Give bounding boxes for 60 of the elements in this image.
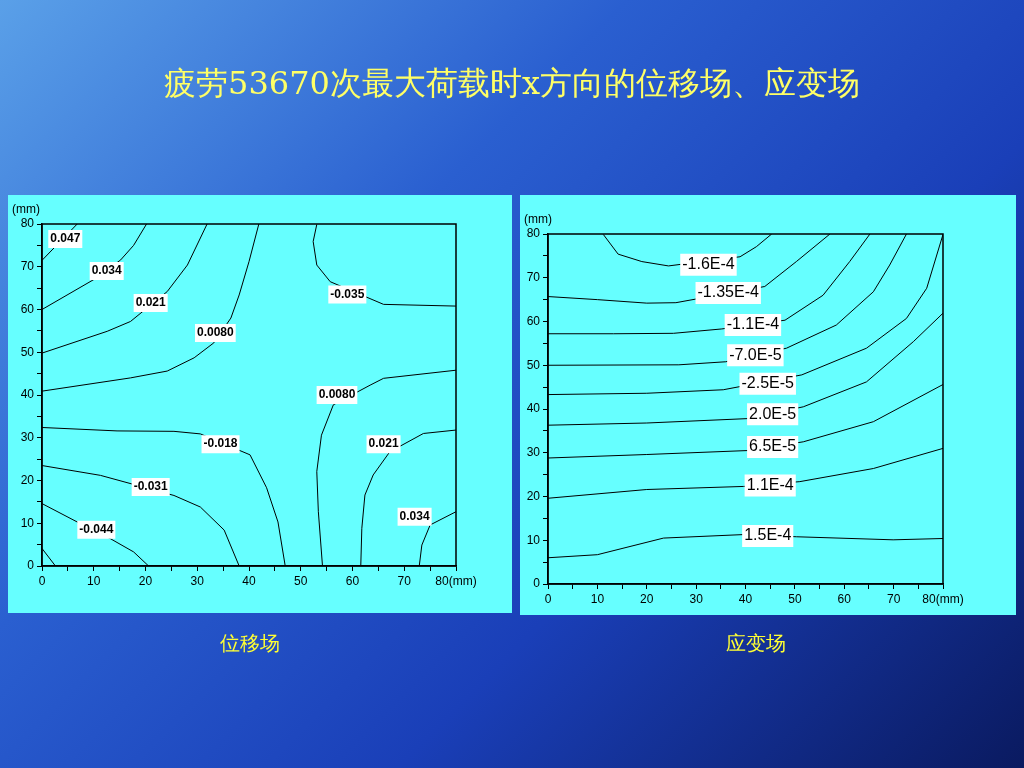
y-tick-label: 70 [20,259,35,274]
x-tick-label: 40 [242,573,256,588]
annotation: -1.1E-4 [726,315,780,333]
text: 应变场 [725,630,787,657]
x-tick-label: 0 [544,591,552,606]
y-tick-label: 50 [20,344,35,359]
annotation: -0.018 [203,436,238,451]
y-tick-label: 10 [526,532,541,547]
annotation: 0.034 [91,263,123,278]
annotation: -0.044 [79,521,114,536]
x-tick-label: 20 [138,573,153,588]
y-tick-label: 0 [27,558,35,573]
annotation: -2.5E-5 [741,374,795,392]
y-tick-label: 20 [526,488,541,503]
x-tick-label: 50 [788,591,802,606]
annotation: -1.6E-4 [682,255,735,273]
annotation: 1.5E-4 [744,526,792,544]
x-tick-label: 70 [397,573,412,588]
annotation: 0.034 [399,509,430,524]
annotation: 0.0080 [197,325,235,340]
y-tick-label: 10 [20,515,35,530]
x-tick-label: 70 [886,591,901,606]
y-tick-label: 30 [20,430,35,445]
y-tick-label: 20 [20,472,35,487]
y-tick-label: 30 [526,445,541,460]
x-tick-label: 20 [640,591,654,606]
annotation: 2.0E-5 [749,404,797,422]
annotation: 0.0080 [318,387,356,402]
y-tick-label: 70 [526,270,541,285]
x-tick-label: 40 [738,591,753,606]
annotation: 0.021 [368,436,399,451]
y-tick-label: 60 [526,313,541,328]
x-tick-label: 50 [294,573,308,588]
annotation: -1.35E-4 [697,283,759,301]
x-tick-label: 60 [345,573,360,588]
annotation: 0.047 [50,231,81,246]
x-tick-label: 0 [38,573,46,588]
x-tick-label: 80(mm) [435,573,477,588]
y-tick-label: 40 [526,401,541,416]
x-tick-label: 30 [689,591,704,606]
x-tick-label: 80(mm) [922,591,964,606]
annotation: 6.5E-5 [749,437,797,455]
text: 疲劳53670次最大荷载时x方向的位移场、应变场 [163,63,861,104]
y-axis-title: (mm) [12,202,40,217]
y-tick-label: 80 [526,226,541,241]
y-tick-label: 60 [20,301,35,316]
annotation: 0.021 [135,295,167,310]
x-tick-label: 60 [837,591,852,606]
y-tick-label: 80 [20,216,35,231]
y-tick-label: 50 [526,357,541,372]
annotation: -0.035 [330,286,365,301]
annotation: -0.031 [133,479,169,494]
text: 位移场 [219,630,281,657]
annotation: -7.0E-5 [729,345,782,363]
y-axis-title: (mm) [524,212,552,227]
x-tick-label: 10 [87,573,101,588]
x-tick-label: 30 [190,573,205,588]
annotation: 1.1E-4 [746,475,794,493]
y-tick-label: 40 [20,387,35,402]
x-tick-label: 10 [590,591,605,606]
